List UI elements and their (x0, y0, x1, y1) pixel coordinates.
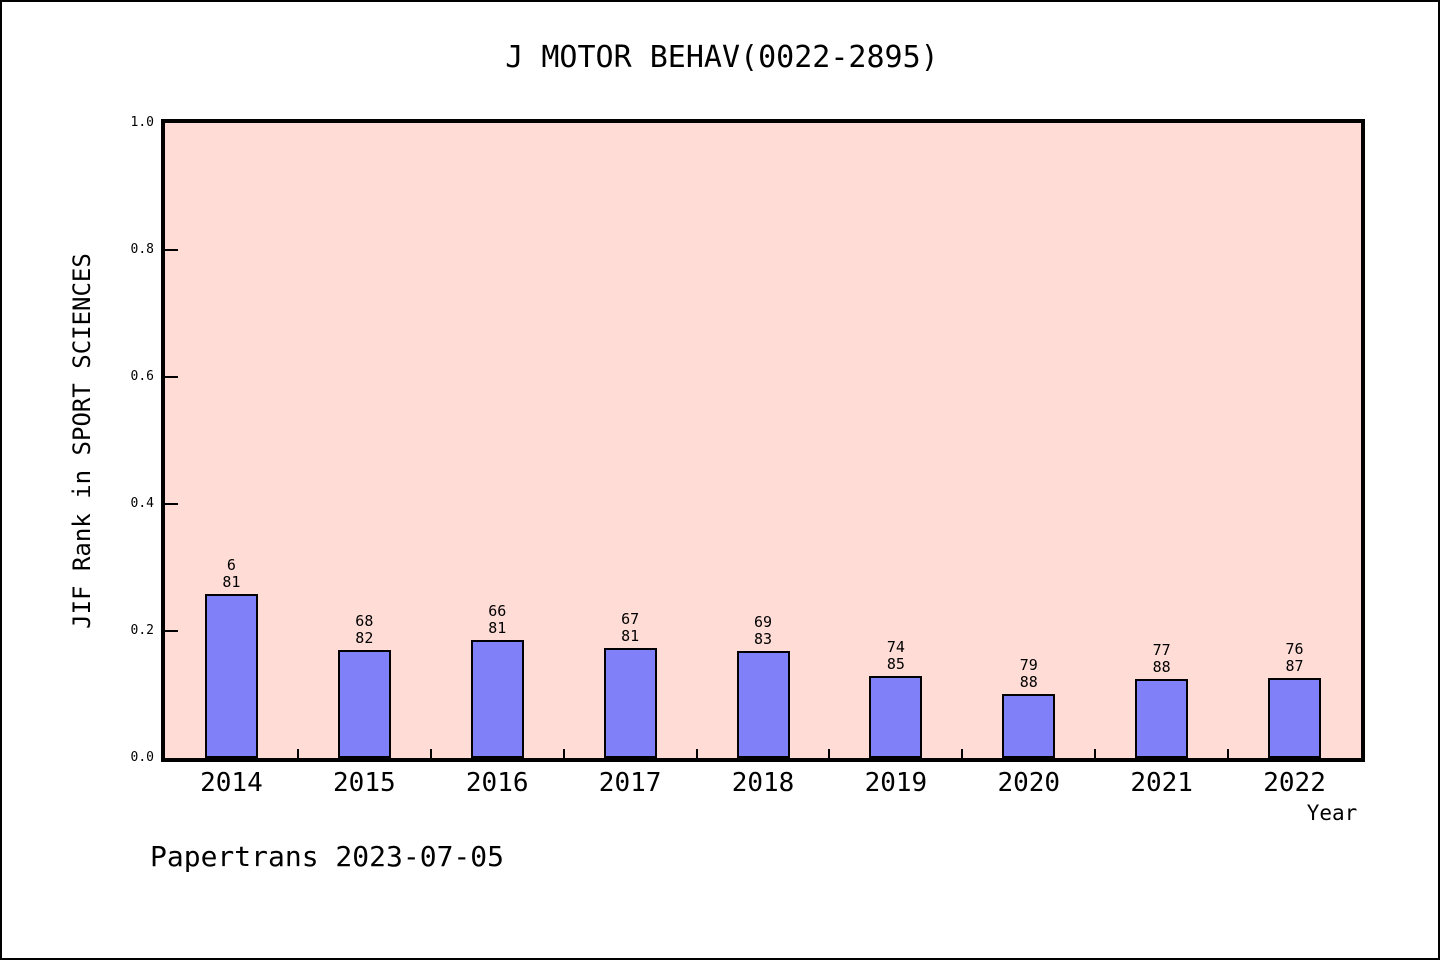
bar-rank-value: 79 (1019, 655, 1038, 674)
x-tick-mark (562, 749, 565, 758)
y-tick-label: 0.0 (130, 750, 154, 765)
x-tick-mark (961, 749, 964, 758)
bar-rank-value: 77 (1152, 640, 1171, 659)
chart-title: J MOTOR BEHAV(0022-2895) (505, 40, 939, 75)
x-tick-label-2022: 2022 (1263, 768, 1326, 798)
x-tick-label-2018: 2018 (731, 768, 795, 798)
y-tick-mark (165, 503, 178, 505)
bar-total-value: 81 (488, 618, 507, 637)
y-tick-mark (165, 249, 178, 251)
x-tick-label-2017: 2017 (598, 768, 662, 798)
bar-value-label: 68 82 (319, 613, 409, 647)
y-tick-mark (165, 376, 178, 378)
bar-value-label: 67 81 (585, 611, 675, 645)
y-tick-mark (165, 630, 178, 632)
bar-value-label: 74 85 (851, 639, 941, 673)
x-tick-labels: 2014 2015 2016 2017 2018 2019 2020 2021 2022 (161, 768, 1365, 798)
y-tick-labels: 0.0 0.2 0.4 0.6 0.8 1.0 (2, 115, 154, 765)
bar-2022 (1268, 678, 1322, 758)
x-tick-mark (828, 749, 831, 758)
bar-total-value: 83 (753, 629, 773, 648)
bar-rank-value: 6 (226, 555, 236, 574)
bar-2014 (204, 593, 258, 758)
bar-total-value: 81 (621, 627, 640, 646)
bar-rank-value: 68 (355, 612, 374, 631)
bar-2018 (736, 650, 790, 758)
bar-value-label: 77 88 (1117, 640, 1207, 676)
bar-total-value: 85 (886, 655, 905, 674)
bar-value-label: 6 81 (186, 555, 276, 591)
bar-value-label: 76 87 (1250, 641, 1340, 675)
bar-value-label: 69 83 (718, 612, 808, 648)
footer-watermark: Papertrans 2023-07-05 (150, 840, 505, 873)
bar-2021 (1135, 678, 1189, 758)
bar-total-value: 88 (1019, 672, 1038, 691)
y-tick-label: 1.0 (130, 115, 154, 130)
bar-2015 (337, 650, 391, 758)
bar-2019 (869, 676, 923, 758)
bar-value-label: 66 81 (452, 601, 542, 637)
bar-2020 (1002, 693, 1056, 758)
bar-rank-value: 74 (886, 638, 905, 657)
x-tick-label-2019: 2019 (864, 768, 928, 798)
x-tick-label-2021: 2021 (1130, 768, 1193, 798)
bar-total-value: 87 (1285, 657, 1304, 675)
bar-value-label: 79 88 (984, 655, 1074, 691)
x-tick-mark (296, 749, 299, 758)
y-tick-label: 0.8 (130, 242, 154, 257)
x-tick-mark (1094, 749, 1097, 758)
bar-total-value: 81 (222, 572, 241, 591)
y-tick-label: 0.2 (130, 623, 154, 638)
x-tick-label-2015: 2015 (333, 768, 396, 798)
x-tick-label-2014: 2014 (200, 768, 263, 798)
x-tick-mark (1227, 749, 1230, 758)
y-tick-label: 0.6 (130, 369, 154, 384)
bar-total-value: 88 (1152, 657, 1171, 676)
bar-rank-value: 66 (488, 601, 507, 620)
x-tick-label-2020: 2020 (997, 768, 1061, 798)
bar-2016 (470, 639, 524, 758)
bar-rank-value: 67 (621, 610, 640, 629)
plot-area: 6 81 68 82 66 81 67 81 69 83 74 85 79 88 77 88 76 87 (161, 119, 1365, 762)
y-tick-label: 0.4 (130, 496, 154, 511)
x-axis-label: Year (1306, 801, 1358, 825)
bar-rank-value: 69 (753, 612, 773, 631)
bar-2017 (603, 648, 657, 758)
x-tick-mark (429, 749, 432, 758)
bar-total-value: 82 (355, 629, 374, 648)
x-tick-mark (695, 749, 698, 758)
bar-rank-value: 76 (1285, 640, 1304, 658)
x-tick-label-2016: 2016 (465, 768, 529, 798)
